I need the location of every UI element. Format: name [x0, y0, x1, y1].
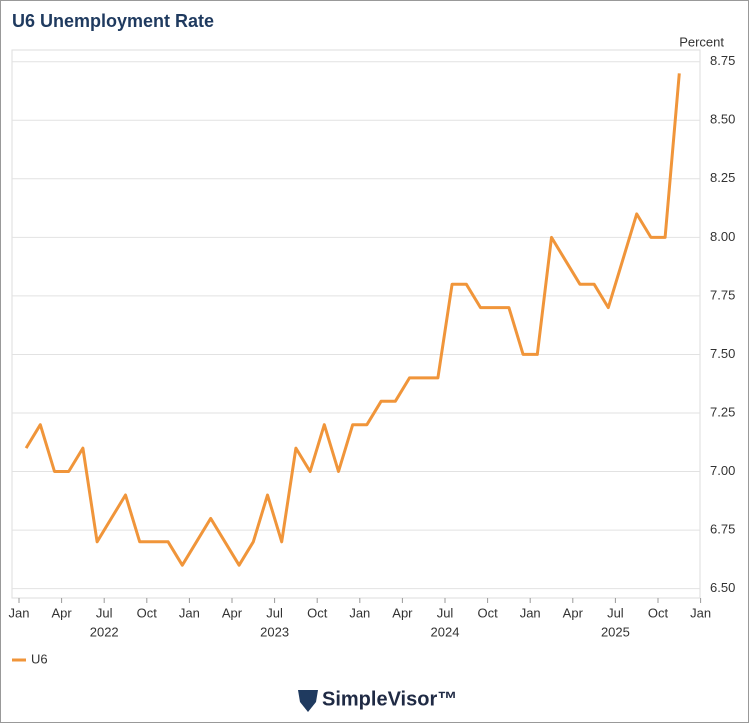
line [24, 73, 681, 567]
y-tick-label: 7.25 [710, 404, 735, 419]
y-tick-label: 7.00 [710, 463, 735, 478]
x-tick-label: Apr [222, 605, 243, 620]
x-tick-label: Jul [96, 605, 113, 620]
y-tick-label: 8.75 [710, 53, 735, 68]
x-tick-label: Apr [51, 605, 72, 620]
x-tick-label: Jul [607, 605, 624, 620]
y-tick-label: 6.50 [710, 580, 735, 595]
y-tick-label: 7.75 [710, 287, 735, 302]
x-tick-label: Jan [690, 605, 711, 620]
y-axis-label: Percent [679, 34, 724, 49]
x-tick-label: Oct [307, 605, 328, 620]
y-tick-label: 6.75 [710, 522, 735, 537]
year-label: 2022 [90, 624, 119, 639]
x-tick-label: Jul [266, 605, 283, 620]
plot-area [11, 49, 701, 599]
x-tick-label: Oct [137, 605, 158, 620]
logo-icon [298, 690, 318, 712]
x-tick-label: Apr [563, 605, 584, 620]
legend-label: U6 [31, 651, 48, 666]
y-tick-label: 7.50 [710, 346, 735, 361]
y-tick-label: 8.25 [710, 170, 735, 185]
y-tick-label: 8.00 [710, 229, 735, 244]
x-tick-label: Apr [392, 605, 413, 620]
x-tick-label: Jan [520, 605, 541, 620]
x-tick-label: Oct [477, 605, 498, 620]
x-tick-label: Jul [437, 605, 454, 620]
year-label: 2025 [601, 624, 630, 639]
year-label: 2024 [431, 624, 460, 639]
x-tick-label: Jan [179, 605, 200, 620]
x-tick-label: Jan [349, 605, 370, 620]
y-tick-label: 8.50 [710, 112, 735, 127]
chart-title: U6 Unemployment Rate [12, 11, 214, 31]
x-tick-label: Jan [9, 605, 30, 620]
logo: SimpleVisor™ [298, 688, 457, 712]
x-tick-label: Oct [648, 605, 669, 620]
brand: SimpleVisor™ [322, 688, 457, 710]
year-label: 2023 [260, 624, 289, 639]
